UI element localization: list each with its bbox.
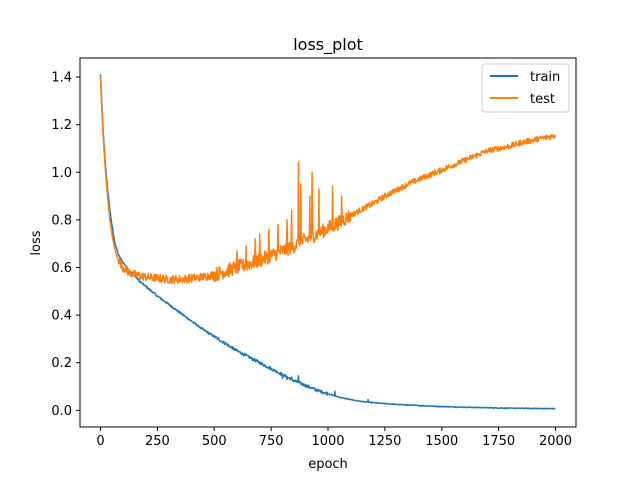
y-tick-label: 0.0 — [51, 404, 72, 419]
x-tick-label: 1500 — [425, 434, 458, 449]
chart-title: loss_plot — [293, 35, 363, 55]
x-axis-label: epoch — [308, 457, 348, 472]
series-line-test — [99, 76, 557, 285]
x-tick-label: 0 — [96, 434, 104, 449]
x-tick-label: 750 — [259, 434, 284, 449]
x-axis: 0 250 500 750 1000 1250 1500 1750 2000 — [96, 427, 572, 449]
y-tick-label: 0.2 — [51, 356, 72, 371]
x-tick-label: 250 — [145, 434, 170, 449]
y-axis-label: loss — [29, 230, 44, 255]
y-tick-label: 1.2 — [51, 118, 72, 133]
y-tick-label: 0.4 — [51, 309, 72, 324]
x-tick-label: 1250 — [368, 434, 401, 449]
series-line-train — [99, 74, 556, 410]
legend-label-test: test — [530, 92, 555, 107]
legend: train test — [481, 63, 570, 113]
x-tick-label: 500 — [202, 434, 227, 449]
y-axis: 0.0 0.2 0.4 0.6 0.8 1.0 1.2 1.4 — [51, 71, 80, 419]
series-layer — [99, 74, 557, 410]
x-tick-label: 2000 — [539, 434, 572, 449]
y-tick-label: 0.8 — [51, 213, 72, 228]
x-tick-label: 1750 — [482, 434, 515, 449]
legend-label-train: train — [530, 70, 560, 85]
y-tick-label: 0.6 — [51, 261, 72, 276]
x-tick-label: 1000 — [311, 434, 344, 449]
y-tick-label: 1.4 — [51, 71, 72, 86]
y-tick-label: 1.0 — [51, 166, 72, 181]
